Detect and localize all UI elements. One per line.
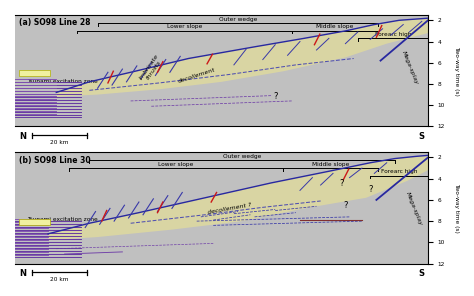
Text: N: N xyxy=(19,132,26,141)
Text: Tsunami excitation zone: Tsunami excitation zone xyxy=(27,216,98,221)
Text: ?: ? xyxy=(368,185,373,194)
Text: Mega-splay: Mega-splay xyxy=(404,191,423,226)
Text: Mega-splay: Mega-splay xyxy=(401,50,419,86)
Text: S: S xyxy=(418,132,424,141)
Text: Outer wedge: Outer wedge xyxy=(223,154,261,159)
Bar xyxy=(19,219,50,225)
Text: ?: ? xyxy=(339,179,344,189)
Text: Middle slope: Middle slope xyxy=(317,25,354,30)
Text: (a) SO98 Line 28: (a) SO98 Line 28 xyxy=(19,18,91,27)
Text: N: N xyxy=(19,269,26,278)
Y-axis label: Two-way time (s): Two-way time (s) xyxy=(454,46,459,96)
Text: Forearc high: Forearc high xyxy=(375,32,411,37)
Text: Tsunami excitation zone: Tsunami excitation zone xyxy=(27,79,98,84)
Text: Lower slope: Lower slope xyxy=(167,25,202,30)
Polygon shape xyxy=(56,18,428,97)
Text: decollement: decollement xyxy=(177,67,216,84)
Text: 20 km: 20 km xyxy=(50,277,69,282)
Bar xyxy=(19,70,50,76)
Text: (b) SO98 Line 30: (b) SO98 Line 30 xyxy=(19,155,91,165)
Text: Lower slope: Lower slope xyxy=(158,162,194,167)
Y-axis label: Two-way time (s): Two-way time (s) xyxy=(454,183,459,233)
Text: decollement ?: decollement ? xyxy=(208,202,252,215)
Text: 20 km: 20 km xyxy=(50,140,69,145)
Text: S: S xyxy=(418,269,424,278)
Text: Middle slope: Middle slope xyxy=(312,162,350,167)
Polygon shape xyxy=(48,155,428,240)
Text: Outer wedge: Outer wedge xyxy=(219,17,257,22)
Text: Imbricate
thrusts: Imbricate thrusts xyxy=(138,53,164,83)
Text: ?: ? xyxy=(273,92,277,101)
Text: ?: ? xyxy=(343,201,347,210)
Text: Forearc high: Forearc high xyxy=(381,169,417,174)
